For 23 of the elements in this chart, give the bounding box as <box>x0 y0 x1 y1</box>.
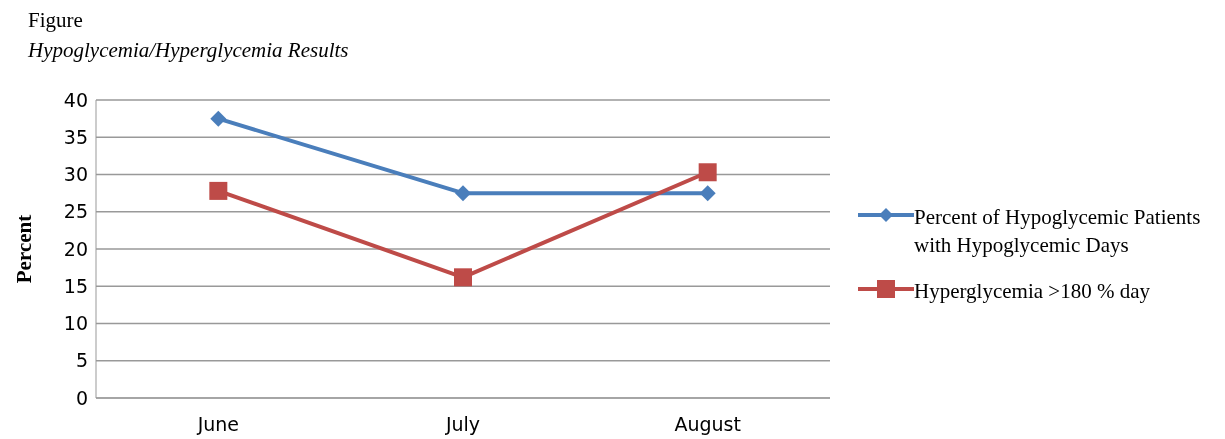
y-tick-label: 15 <box>63 274 88 297</box>
point <box>698 163 717 182</box>
y-tick-label: 25 <box>63 200 88 223</box>
legend-label: Hyperglycemia >180 % day <box>914 278 1150 305</box>
y-axis-title: Percent <box>12 214 37 284</box>
point <box>209 181 228 200</box>
y-tick-label: 5 <box>75 349 88 372</box>
chart-subtitle: Hypoglycemia/Hyperglycemia Results <box>28 38 349 63</box>
y-tick-label: 10 <box>63 312 88 335</box>
point <box>454 268 472 287</box>
y-tick-label: 30 <box>63 163 88 186</box>
x-tick-label: June <box>196 413 240 436</box>
y-tick-label: 20 <box>63 237 88 260</box>
legend-label: Percent of Hypoglycemic Patients with Hypoglycemic Days <box>914 204 1202 259</box>
y-tick-label: 0 <box>75 386 88 409</box>
x-tick-label: August <box>674 413 741 436</box>
y-tick-label: 35 <box>63 125 88 148</box>
y-tick-label: 40 <box>63 88 88 111</box>
point <box>699 185 716 202</box>
point <box>455 185 471 202</box>
chart-title: Figure <box>28 8 83 33</box>
point <box>210 110 227 127</box>
x-tick-label: July <box>444 413 481 436</box>
